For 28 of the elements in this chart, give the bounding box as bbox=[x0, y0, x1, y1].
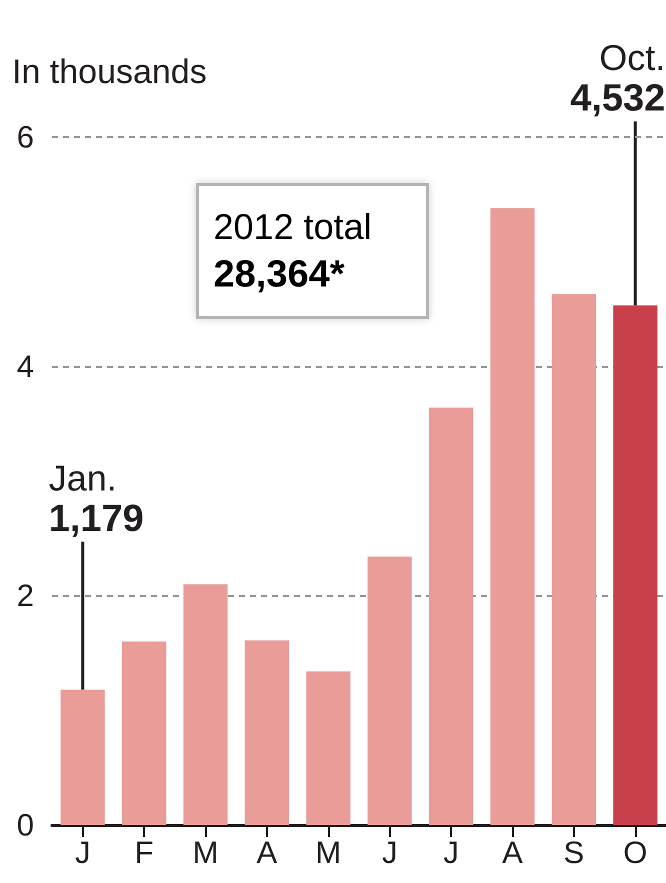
bar bbox=[122, 642, 166, 825]
y-tick-label: 0 bbox=[16, 808, 34, 842]
bar bbox=[428, 408, 474, 825]
x-tick-label: S bbox=[564, 835, 584, 870]
x-tick-label: M bbox=[315, 835, 342, 870]
x-tick-label: J bbox=[443, 835, 459, 870]
bar bbox=[613, 305, 658, 825]
bar bbox=[60, 690, 105, 825]
x-tick-label: F bbox=[134, 835, 154, 870]
bar bbox=[490, 208, 535, 825]
data-label: Jan. 1,179 bbox=[48, 457, 144, 540]
x-tick-label: M bbox=[192, 835, 218, 870]
bar bbox=[552, 294, 596, 825]
data-label: Oct. 4,532 bbox=[570, 36, 666, 120]
y-tick-label: 4 bbox=[16, 348, 34, 384]
x-tick-label: A bbox=[502, 835, 524, 870]
x-tick-label: J bbox=[382, 835, 398, 870]
x-tick-label: J bbox=[74, 835, 90, 870]
x-tick-label: O bbox=[623, 835, 648, 870]
annotation: 2012 total 28,364* bbox=[214, 206, 372, 296]
y-axis-title: In thousands bbox=[12, 53, 207, 91]
y-tick-label: 2 bbox=[16, 578, 34, 614]
y-tick-label: 6 bbox=[16, 120, 34, 154]
x-tick-label: A bbox=[256, 835, 278, 870]
bar bbox=[306, 671, 350, 825]
bar bbox=[183, 584, 228, 825]
bar bbox=[244, 640, 290, 825]
bar bbox=[368, 556, 412, 825]
